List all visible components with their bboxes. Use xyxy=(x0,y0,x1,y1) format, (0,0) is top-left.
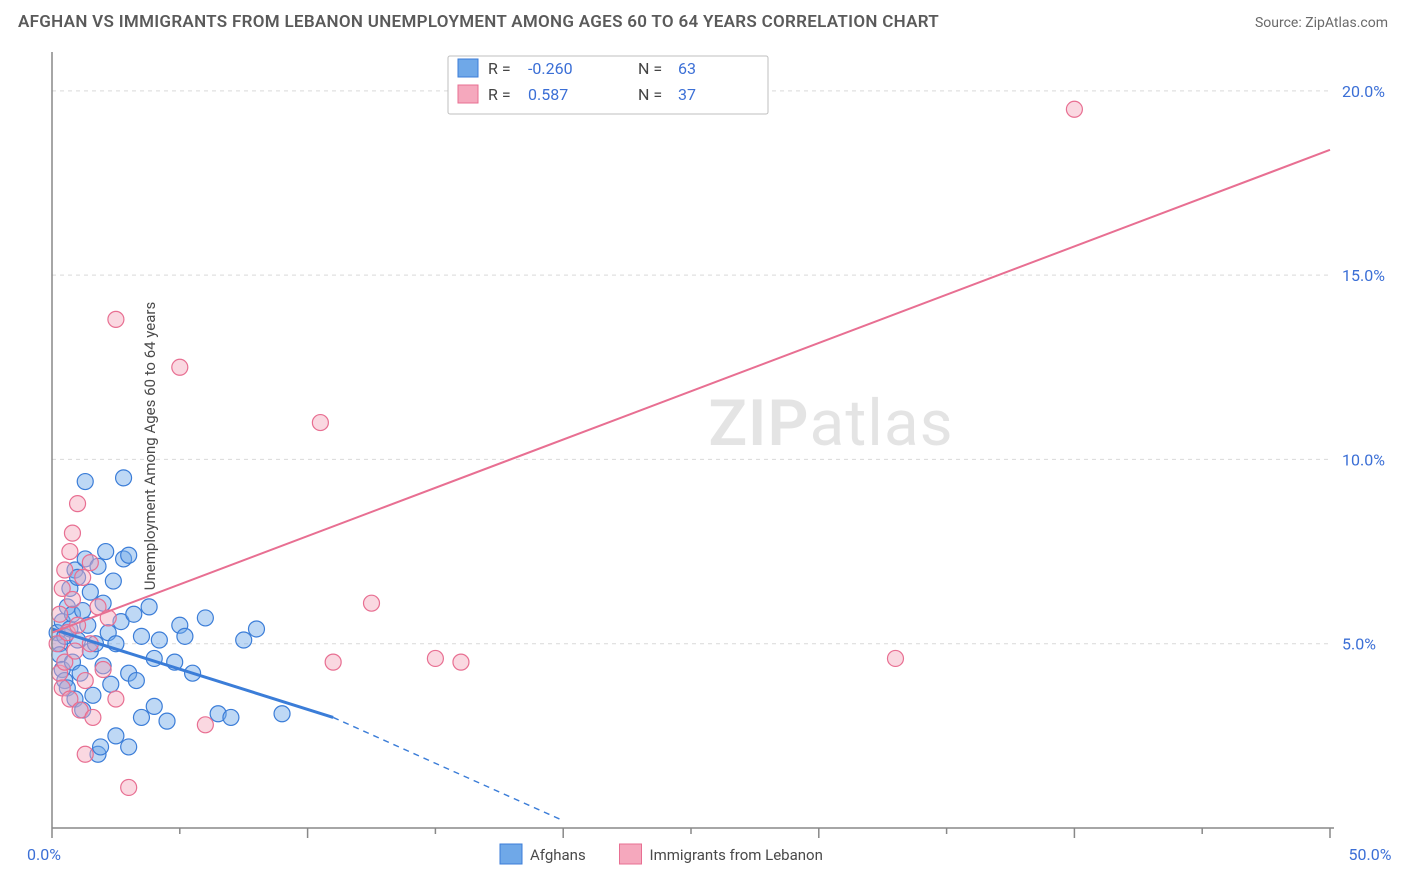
svg-text:50.0%: 50.0% xyxy=(1349,845,1392,864)
legend-label: Immigrants from Lebanon xyxy=(650,846,823,864)
data-point xyxy=(103,676,119,692)
svg-text:10.0%: 10.0% xyxy=(1342,450,1385,469)
svg-text:0.587: 0.587 xyxy=(528,85,568,104)
data-point xyxy=(64,525,80,541)
regression-line xyxy=(52,150,1330,633)
data-point xyxy=(177,628,193,644)
data-point xyxy=(197,717,213,733)
legend-label: Afghans xyxy=(530,846,586,864)
data-point xyxy=(77,673,93,689)
legend-swatch xyxy=(458,59,478,77)
legend-swatch xyxy=(458,85,478,103)
data-point xyxy=(248,621,264,637)
svg-text:ZIPatlas: ZIPatlas xyxy=(708,386,953,461)
data-point xyxy=(82,584,98,600)
data-point xyxy=(75,569,91,585)
data-point xyxy=(427,650,443,666)
data-point xyxy=(52,606,68,622)
svg-text:15.0%: 15.0% xyxy=(1342,266,1385,285)
regression-line-extrapolated xyxy=(333,717,563,820)
regression-line xyxy=(52,629,333,717)
data-point xyxy=(274,706,290,722)
data-point xyxy=(121,547,137,563)
data-point xyxy=(105,573,121,589)
svg-text:N =: N = xyxy=(638,85,662,104)
data-point xyxy=(159,713,175,729)
data-point xyxy=(98,544,114,560)
data-point xyxy=(1066,101,1082,117)
svg-text:R =: R = xyxy=(488,85,511,104)
data-point xyxy=(116,470,132,486)
svg-text:0.0%: 0.0% xyxy=(27,845,61,864)
data-point xyxy=(77,746,93,762)
data-point xyxy=(197,610,213,626)
data-point xyxy=(70,496,86,512)
data-point xyxy=(133,709,149,725)
svg-text:-0.260: -0.260 xyxy=(528,59,573,78)
data-point xyxy=(236,632,252,648)
data-point xyxy=(85,709,101,725)
data-point xyxy=(151,632,167,648)
data-point xyxy=(453,654,469,670)
data-point xyxy=(146,698,162,714)
data-point xyxy=(128,673,144,689)
data-point xyxy=(108,311,124,327)
svg-text:R =: R = xyxy=(488,59,511,78)
data-point xyxy=(325,654,341,670)
data-point xyxy=(95,662,111,678)
data-point xyxy=(62,544,78,560)
svg-text:63: 63 xyxy=(678,59,696,78)
data-point xyxy=(108,691,124,707)
data-point xyxy=(93,739,109,755)
correlation-scatter-chart: 5.0% 10.0% 15.0% 20.0% ZIPatlas 0.0% 50.0% R =-… xyxy=(0,40,1406,892)
svg-text:20.0%: 20.0% xyxy=(1342,82,1385,101)
data-point xyxy=(141,599,157,615)
data-point xyxy=(121,779,137,795)
data-point xyxy=(172,359,188,375)
data-point xyxy=(133,628,149,644)
data-point xyxy=(108,728,124,744)
svg-text:37: 37 xyxy=(678,85,696,104)
data-point xyxy=(77,474,93,490)
data-point xyxy=(121,739,137,755)
data-point xyxy=(223,709,239,725)
data-point xyxy=(85,687,101,703)
chart-title: AFGHAN VS IMMIGRANTS FROM LEBANON UNEMPL… xyxy=(18,12,939,32)
data-point xyxy=(364,595,380,611)
legend-swatch xyxy=(620,844,642,864)
svg-text:N =: N = xyxy=(638,59,662,78)
svg-text:5.0%: 5.0% xyxy=(1342,635,1376,654)
data-point xyxy=(57,562,73,578)
data-point xyxy=(64,591,80,607)
data-point xyxy=(887,650,903,666)
data-point xyxy=(82,555,98,571)
data-point xyxy=(126,606,142,622)
data-point xyxy=(312,415,328,431)
source-attribution: Source: ZipAtlas.com xyxy=(1255,15,1388,31)
data-point xyxy=(67,643,83,659)
legend-swatch xyxy=(500,844,522,864)
